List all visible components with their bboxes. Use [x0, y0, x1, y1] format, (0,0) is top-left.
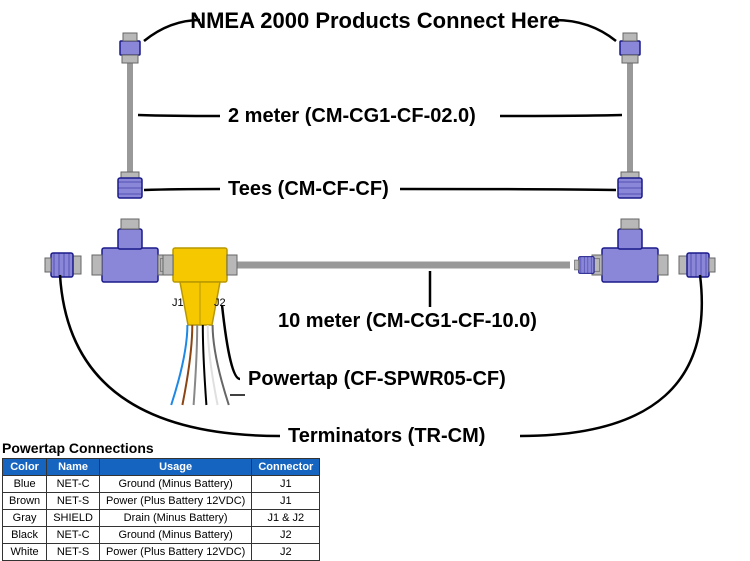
table-header: Color	[3, 459, 47, 476]
table-row: BlueNET-CGround (Minus Battery)J1	[3, 476, 320, 493]
powertap-table: ColorNameUsageConnector BlueNET-CGround …	[2, 458, 320, 561]
j2-label: J2	[214, 297, 226, 309]
backbone-cable-label: 10 meter (CM-CG1-CF-10.0)	[278, 310, 537, 333]
tees-label: Tees (CM-CF-CF)	[228, 178, 389, 201]
table-row: BrownNET-SPower (Plus Battery 12VDC)J1	[3, 493, 320, 510]
table-header: Connector	[252, 459, 320, 476]
table-header: Name	[47, 459, 100, 476]
powertap-label: Powertap (CF-SPWR05-CF)	[248, 368, 506, 391]
table-title: Powertap Connections	[2, 440, 320, 456]
table-row: GraySHIELDDrain (Minus Battery)J1 & J2	[3, 510, 320, 527]
powertap-table-wrap: Powertap Connections ColorNameUsageConne…	[2, 440, 320, 561]
j1-label: J1	[172, 297, 184, 309]
title-label: NMEA 2000 Products Connect Here	[190, 8, 560, 34]
table-row: WhiteNET-SPower (Plus Battery 12VDC)J2	[3, 544, 320, 561]
table-header: Usage	[99, 459, 251, 476]
table-row: BlackNET-CGround (Minus Battery)J2	[3, 527, 320, 544]
drop-cable-label: 2 meter (CM-CG1-CF-02.0)	[228, 105, 476, 128]
